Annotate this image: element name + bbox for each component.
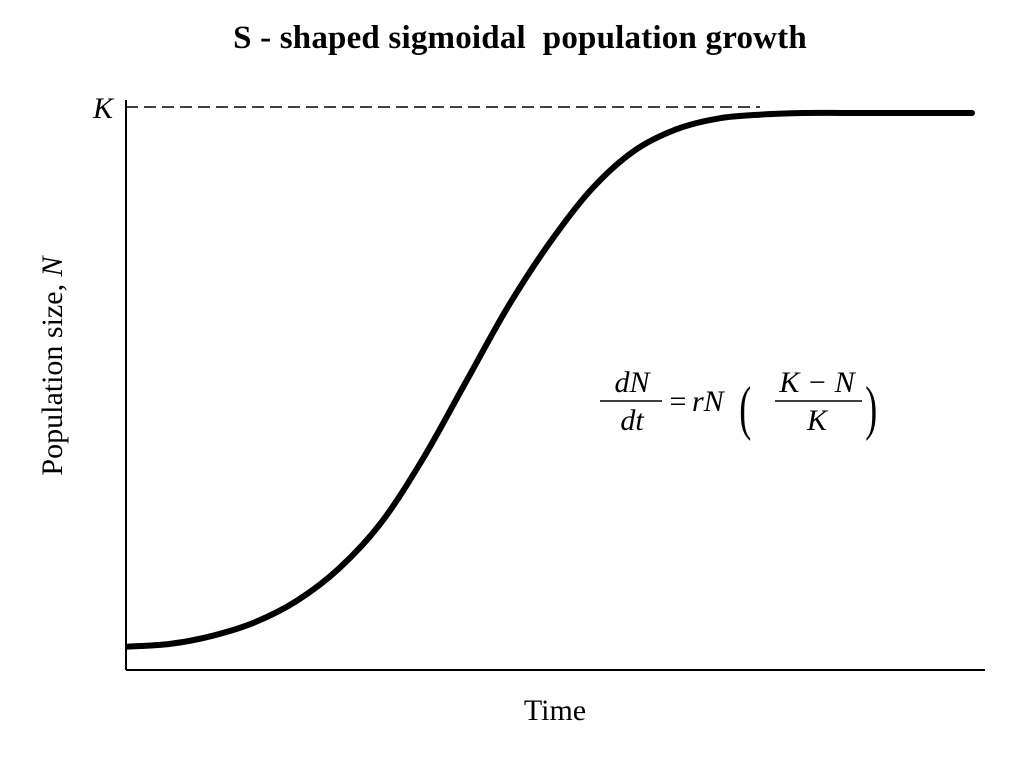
logistic-equation: dN dt = rN ( ) K − N K (600, 366, 877, 441)
y-tick-label-k: K (92, 92, 115, 125)
equation-right-paren: ) (865, 375, 877, 442)
equation-lhs-numerator: dN (614, 366, 651, 399)
equation-rhs-factor: rN (692, 385, 726, 418)
equation-left-paren: ( (739, 375, 751, 442)
growth-curve (125, 109, 975, 650)
equation-paren-numerator: K − N (778, 366, 856, 399)
equation-paren-denominator: K (806, 404, 829, 437)
chart-title: S - shaped sigmoidal population growth (233, 20, 807, 56)
y-axis-label: Population size, N (36, 254, 69, 475)
equation-lhs-denominator: dt (620, 404, 644, 437)
equation-equals-sign: = (670, 385, 687, 418)
x-axis-label: Time (524, 694, 586, 727)
